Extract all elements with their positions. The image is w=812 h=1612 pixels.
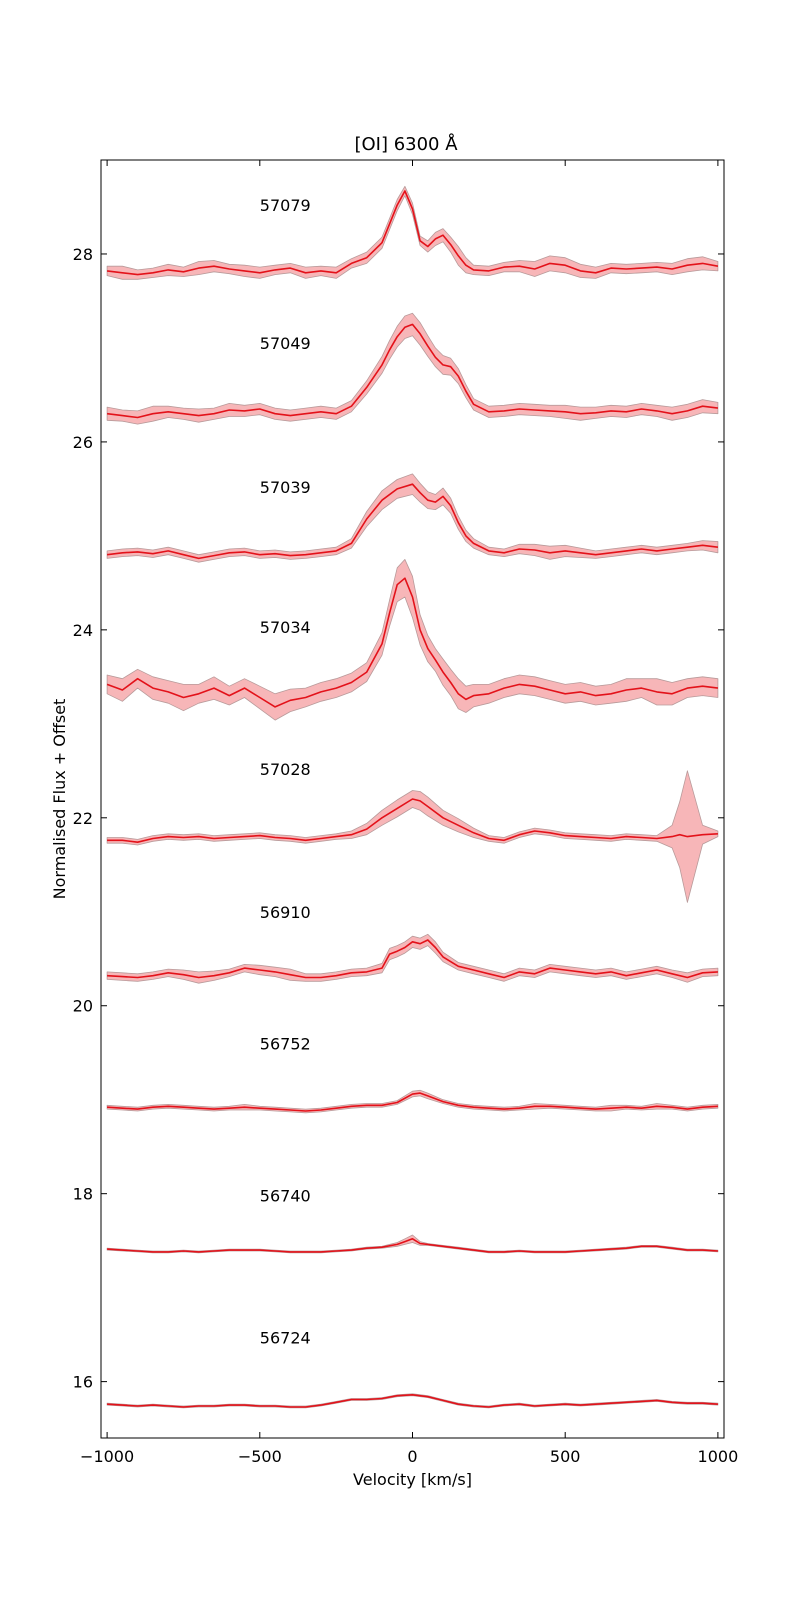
uncertainty-band [106, 312, 719, 425]
uncertainty-band [106, 770, 719, 903]
epoch-label: 56740 [260, 1187, 311, 1206]
epoch-label: 57049 [260, 334, 311, 353]
uncertainty-band [106, 473, 719, 563]
series-line [106, 577, 718, 708]
epoch-label: 56752 [260, 1034, 311, 1053]
series-line [107, 483, 718, 560]
x-tick-label: −1000 [80, 1447, 134, 1466]
series-56740 [106, 1234, 719, 1254]
epoch-label: 57039 [260, 478, 311, 497]
series-line [107, 323, 718, 419]
y-tick-label: 16 [73, 1373, 93, 1392]
x-tick-label: 0 [407, 1447, 417, 1466]
epoch-label: 57034 [260, 618, 311, 637]
uncertainty-band [106, 933, 719, 984]
uncertainty-band [106, 559, 719, 721]
series-layer [106, 185, 719, 1409]
x-axis-label: Velocity [km/s] [353, 1470, 472, 1489]
series-56910 [106, 933, 719, 984]
series-line [107, 1092, 718, 1112]
series-line [107, 798, 718, 844]
y-tick-label: 18 [73, 1185, 93, 1204]
series-line [107, 939, 718, 979]
series-57028 [106, 770, 719, 903]
y-tick-label: 26 [73, 433, 93, 452]
epoch-label: 57079 [260, 196, 311, 215]
y-axis-ticks: 16 18 20 22 24 26 28 [73, 245, 724, 1392]
series-56724 [106, 1393, 719, 1409]
epoch-label: 57028 [260, 760, 311, 779]
series-57079 [106, 185, 719, 280]
chart-title: [OI] 6300 Å [354, 133, 458, 155]
y-tick-label: 24 [73, 621, 93, 640]
y-tick-label: 20 [73, 997, 93, 1016]
epoch-label: 56910 [260, 903, 311, 922]
series-line [107, 1394, 718, 1408]
series-57034 [106, 559, 719, 721]
series-57049 [106, 312, 719, 425]
x-tick-label: 500 [550, 1447, 581, 1466]
y-tick-label: 28 [73, 245, 93, 264]
series-56752 [106, 1089, 719, 1114]
y-axis-label: Normalised Flux + Offset [50, 699, 69, 900]
epoch-label-layer: 57079 57049 57039 57034 57028 56910 56752 56740… [260, 196, 311, 1347]
x-tick-label: −500 [238, 1447, 282, 1466]
epoch-label: 56724 [260, 1329, 311, 1348]
series-57039 [106, 473, 719, 563]
y-tick-label: 22 [73, 809, 93, 828]
series-line [107, 1238, 718, 1253]
x-tick-label: 1000 [698, 1447, 739, 1466]
series-line [107, 190, 719, 276]
x-axis-ticks: −1000 −500 0 500 1000 [80, 160, 738, 1466]
